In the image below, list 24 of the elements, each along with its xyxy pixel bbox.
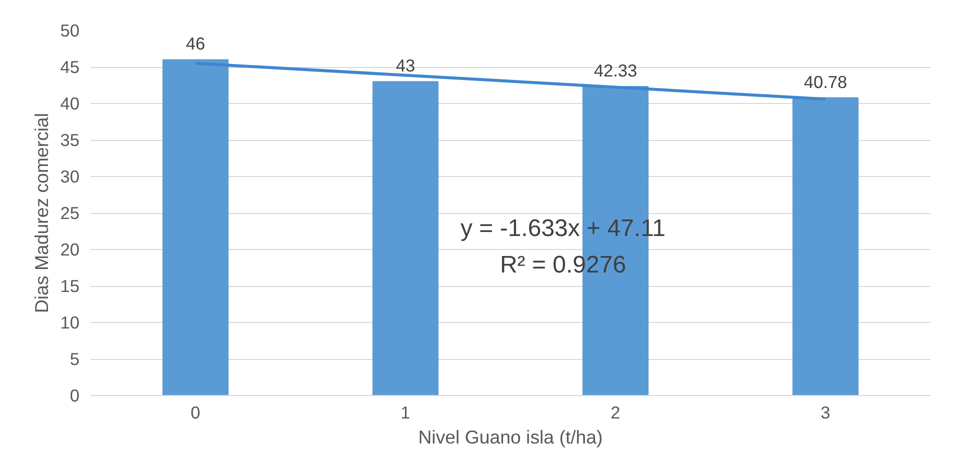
x-tick-label: 0 — [190, 402, 200, 422]
bar — [162, 59, 229, 396]
y-tick-label: 15 — [60, 276, 80, 296]
y-tick-label: 25 — [60, 203, 80, 223]
x-axis-title: Nivel Guano isla (t/ha) — [418, 426, 603, 448]
x-tick-label: 1 — [400, 402, 410, 422]
y-tick-label: 0 — [70, 386, 80, 406]
y-axis-title: Dias Madurez comercial — [31, 112, 52, 314]
x-tick-label: 2 — [610, 402, 620, 422]
y-tick-label: 35 — [60, 130, 80, 150]
y-tick-label: 50 — [60, 20, 80, 40]
bar — [792, 97, 859, 396]
y-tick-label: 20 — [60, 240, 80, 260]
bar — [372, 81, 439, 396]
x-tick-label: 3 — [820, 402, 830, 422]
data-label: 43 — [396, 56, 416, 76]
y-tick-label: 30 — [60, 166, 80, 186]
y-tick-label: 45 — [60, 57, 80, 77]
y-tick-label: 5 — [70, 349, 80, 369]
y-tick-label: 40 — [60, 94, 80, 114]
data-label: 46 — [186, 34, 206, 54]
data-label: 42.33 — [594, 60, 638, 80]
y-tick-label: 10 — [60, 312, 80, 332]
data-label: 40.78 — [804, 72, 848, 92]
